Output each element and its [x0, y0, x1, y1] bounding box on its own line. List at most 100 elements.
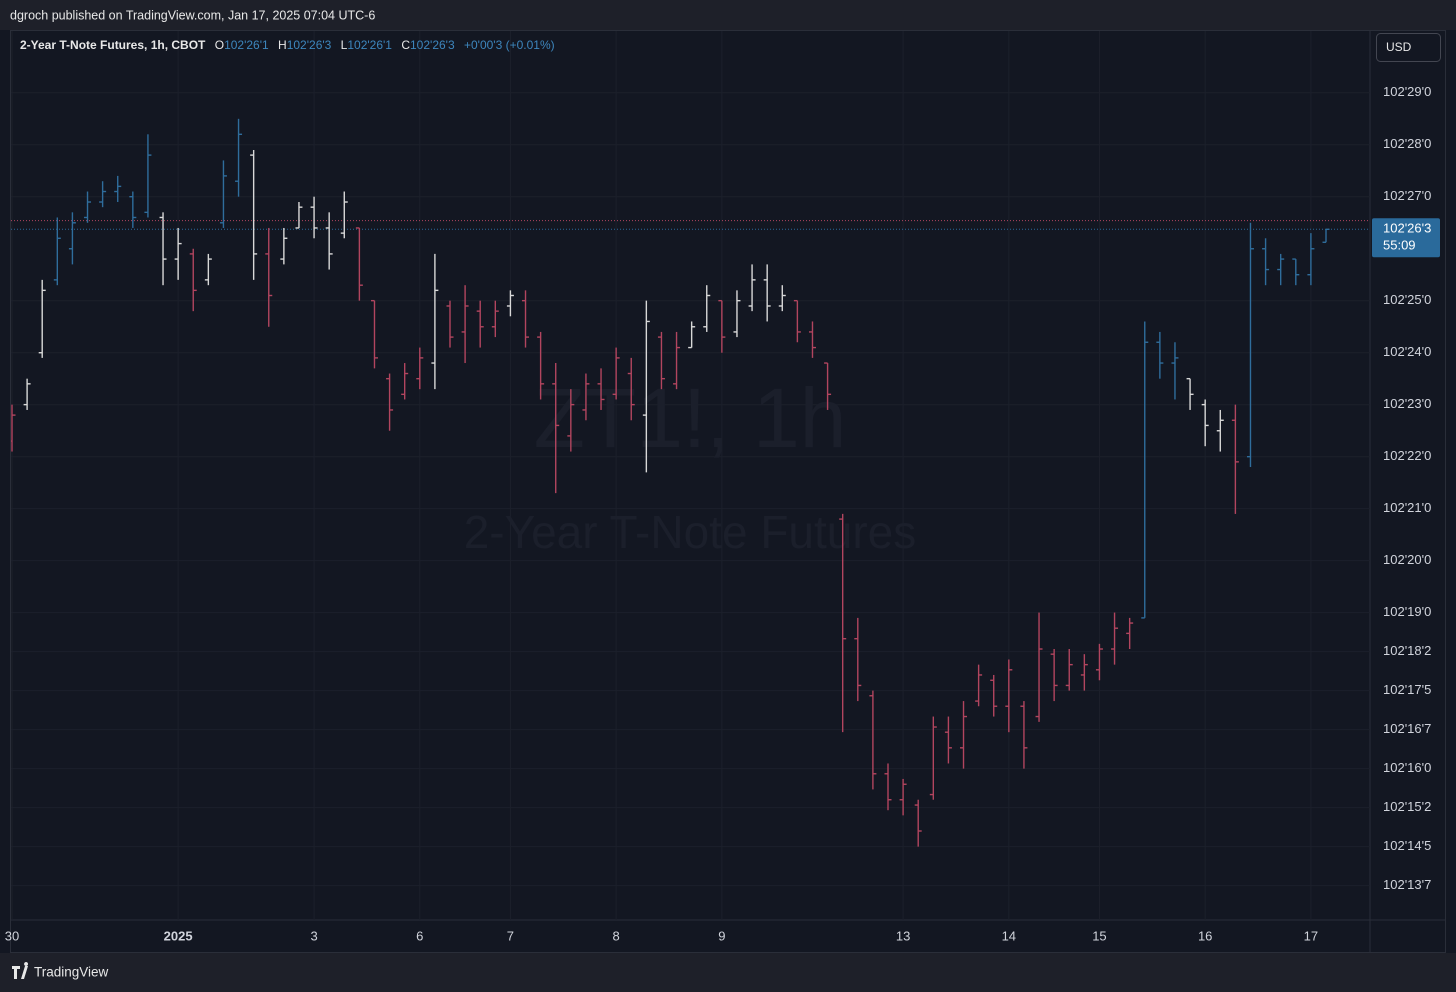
watermark-symbol: ZT1!, 1h [534, 371, 847, 465]
ohlc-bar [1050, 649, 1058, 702]
ohlc-bar [1156, 331, 1164, 379]
y-tick-label: 102'23'0 [1383, 396, 1431, 411]
y-tick-label: 102'15'2 [1383, 799, 1431, 814]
ohlc-bar [733, 290, 741, 338]
ohlc-bar [204, 253, 212, 286]
ohlc-bar [23, 378, 31, 410]
ohlc-bar [839, 513, 847, 733]
ohlc-bar [370, 299, 378, 369]
ohlc-bar [1111, 612, 1119, 665]
y-tick-label: 102'22'0 [1383, 448, 1431, 463]
x-tick-label: 16 [1198, 928, 1212, 943]
y-tick-label: 102'14'5 [1383, 838, 1431, 853]
y-tick-label: 102'24'0 [1383, 344, 1431, 359]
y-tick-label: 102'18'2 [1383, 643, 1431, 658]
ohlc-bar [446, 300, 454, 348]
ohlc-bar [386, 373, 394, 431]
ohlc-bar [11, 404, 16, 452]
x-tick-label: 17 [1304, 928, 1318, 943]
ohlc-bar [340, 191, 348, 239]
ohlc-bar [1186, 377, 1194, 410]
ohlc-bar [1141, 321, 1149, 619]
ohlc-bar [929, 716, 937, 800]
ohlc-bar [778, 285, 786, 312]
y-tick-label: 102'21'0 [1383, 500, 1431, 515]
ohlc-bar [748, 264, 756, 312]
legend-change: +0'00'3 (+0.01%) [464, 38, 555, 52]
ohlc-bar [597, 368, 605, 410]
ohlc-bar [582, 373, 590, 421]
ohlc-bar [144, 134, 152, 218]
ohlc-bar [235, 118, 243, 197]
ohlc-bar [325, 212, 333, 270]
ohlc-bar [189, 248, 197, 312]
legend-value: 102'26'3 [287, 38, 332, 52]
ohlc-bar [975, 664, 983, 707]
tradingview-logo [12, 962, 29, 979]
legend-value: 102'26'3 [410, 38, 455, 52]
ohlc-bar [1080, 654, 1088, 691]
x-tick-label: 2025 [164, 928, 193, 943]
grid [11, 31, 1370, 920]
ohlc-bar [763, 264, 771, 322]
ohlc-bar [1246, 222, 1254, 468]
ohlc-bar [1201, 399, 1209, 447]
bar-countdown: 55:09 [1383, 238, 1416, 253]
chart-legend: 2-Year T-Note Futures, 1h, CBOT O102'26'… [20, 38, 555, 52]
ohlc-bar [114, 175, 122, 203]
x-tick-label: 9 [718, 928, 725, 943]
ohlc-bar [793, 299, 801, 343]
ohlc-bar [174, 227, 182, 280]
y-tick-label: 102'27'0 [1383, 188, 1431, 203]
ohlc-bar [567, 389, 575, 452]
ohlc-bar [1171, 342, 1179, 400]
ohlc-bar [310, 196, 318, 239]
symbol-title: 2-Year T-Note Futures, 1h, CBOT [20, 38, 206, 52]
ohlc-bar [899, 778, 907, 816]
currency-button[interactable] [1376, 33, 1441, 62]
ohlc-bar [612, 347, 620, 400]
ohlc-bar [219, 160, 227, 228]
ohlc-bar [491, 300, 499, 338]
ohlc-bar [944, 716, 952, 764]
bars [11, 118, 1370, 847]
x-tick-label: 13 [896, 928, 910, 943]
legend-value: 102'26'1 [224, 38, 269, 52]
chart-frame [10, 30, 1446, 953]
legend-key: L [341, 38, 348, 52]
ohlc-bar [1095, 643, 1103, 681]
ohlc-bar [914, 799, 922, 847]
ohlc-bar [295, 202, 303, 229]
ohlc-bar [1126, 617, 1134, 650]
ohlc-bar [99, 181, 107, 208]
y-tick-label: 102'13'7 [1383, 877, 1431, 892]
ohlc-bar [431, 253, 439, 390]
footer-brand: TradingView [34, 965, 109, 980]
ohlc-bar [476, 300, 484, 348]
ohlc-bar [1005, 659, 1013, 733]
x-tick-label: 6 [416, 928, 423, 943]
ohlc-bar [1065, 649, 1073, 691]
ohlc-bar [250, 149, 258, 280]
ohlc-bar [506, 290, 514, 317]
ohlc-bar [718, 299, 726, 353]
ohlc-bar [129, 191, 137, 228]
x-tick-label: 14 [1002, 928, 1016, 943]
legend-key: O [215, 38, 224, 52]
legend-key: C [401, 38, 410, 52]
y-tick-label: 102'20'0 [1383, 552, 1431, 567]
x-tick-label: 30 [5, 928, 19, 943]
ohlc-bar [1020, 701, 1028, 769]
ohlc-bar [1322, 228, 1330, 243]
last-price-label: 102'26'3 [1383, 221, 1431, 236]
y-tick-label: 102'29'0 [1383, 84, 1431, 99]
ohlc-bar [1231, 404, 1239, 514]
x-tick-label: 3 [310, 928, 317, 943]
last-price-box [1372, 218, 1440, 258]
legend-key: H [278, 38, 287, 52]
ohlc-bar [1307, 233, 1315, 286]
ohlc-bar [642, 300, 650, 473]
ohlc-bar [416, 347, 424, 390]
